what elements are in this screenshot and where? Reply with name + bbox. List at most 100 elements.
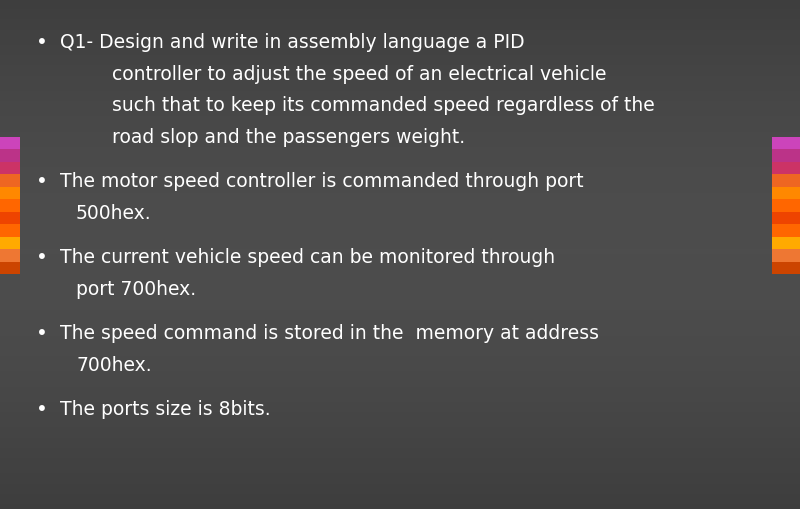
- Bar: [772, 150, 800, 162]
- Bar: [0, 310, 800, 316]
- Bar: [0, 15, 800, 20]
- Text: The speed command is stored in the  memory at address: The speed command is stored in the memor…: [60, 324, 599, 343]
- Bar: [0, 178, 800, 183]
- Bar: [0, 188, 800, 193]
- Bar: [772, 262, 800, 275]
- Bar: [0, 290, 800, 295]
- Bar: [0, 187, 20, 200]
- Bar: [0, 153, 800, 158]
- Bar: [0, 173, 800, 178]
- Bar: [0, 117, 800, 122]
- Bar: [0, 468, 800, 473]
- Bar: [0, 473, 800, 478]
- Bar: [0, 56, 800, 61]
- Bar: [0, 422, 800, 428]
- Bar: [0, 438, 800, 443]
- Bar: [0, 175, 20, 187]
- Text: such that to keep its commanded speed regardless of the: such that to keep its commanded speed re…: [76, 96, 654, 115]
- Text: •: •: [36, 400, 47, 418]
- Text: The current vehicle speed can be monitored through: The current vehicle speed can be monitor…: [60, 248, 555, 267]
- Bar: [0, 127, 800, 132]
- Bar: [0, 229, 800, 234]
- Bar: [0, 162, 20, 175]
- Text: Q1- Design and write in assembly language a PID: Q1- Design and write in assembly languag…: [60, 33, 525, 52]
- Bar: [0, 265, 800, 270]
- Bar: [0, 295, 800, 300]
- Bar: [0, 499, 800, 504]
- Bar: [0, 489, 800, 494]
- Bar: [0, 336, 800, 341]
- Bar: [0, 31, 800, 36]
- Bar: [0, 107, 800, 112]
- Bar: [0, 234, 800, 239]
- Bar: [772, 250, 800, 262]
- Bar: [0, 453, 800, 458]
- Bar: [0, 285, 800, 290]
- Bar: [0, 102, 800, 107]
- Bar: [0, 137, 20, 150]
- Bar: [0, 382, 800, 387]
- Bar: [0, 300, 800, 305]
- Bar: [0, 341, 800, 346]
- Bar: [0, 46, 800, 51]
- Bar: [772, 175, 800, 187]
- Bar: [0, 20, 800, 25]
- Bar: [772, 187, 800, 200]
- Bar: [0, 361, 800, 366]
- Text: port 700hex.: port 700hex.: [76, 279, 196, 298]
- Text: The ports size is 8bits.: The ports size is 8bits.: [60, 400, 270, 418]
- Bar: [0, 463, 800, 468]
- Bar: [0, 249, 800, 254]
- Bar: [0, 148, 800, 153]
- Bar: [772, 237, 800, 250]
- Bar: [0, 402, 800, 407]
- Bar: [0, 458, 800, 463]
- Bar: [0, 51, 800, 56]
- Bar: [0, 239, 800, 244]
- Bar: [0, 331, 800, 336]
- Bar: [0, 244, 800, 249]
- Bar: [0, 478, 800, 484]
- Bar: [772, 212, 800, 225]
- Bar: [0, 137, 800, 143]
- Bar: [0, 351, 800, 356]
- Bar: [0, 71, 800, 76]
- Bar: [0, 443, 800, 448]
- Bar: [0, 92, 800, 97]
- Bar: [0, 237, 20, 250]
- Bar: [0, 200, 20, 212]
- Bar: [772, 162, 800, 175]
- Text: •: •: [36, 324, 47, 343]
- Bar: [0, 504, 800, 509]
- Bar: [0, 387, 800, 392]
- Bar: [0, 158, 800, 163]
- Bar: [0, 397, 800, 402]
- Bar: [0, 143, 800, 148]
- Text: •: •: [36, 248, 47, 267]
- Bar: [0, 377, 800, 382]
- Bar: [0, 356, 800, 361]
- Bar: [0, 212, 20, 225]
- Bar: [0, 61, 800, 66]
- Bar: [0, 448, 800, 453]
- Bar: [0, 275, 800, 280]
- Bar: [0, 224, 800, 229]
- Bar: [0, 412, 800, 417]
- Bar: [0, 407, 800, 412]
- Bar: [0, 305, 800, 310]
- Bar: [0, 417, 800, 422]
- Bar: [0, 392, 800, 397]
- Bar: [0, 41, 800, 46]
- Bar: [0, 214, 800, 219]
- Bar: [0, 0, 800, 5]
- Bar: [0, 209, 800, 214]
- Bar: [0, 270, 800, 275]
- Bar: [0, 193, 800, 199]
- Bar: [0, 132, 800, 137]
- Bar: [0, 112, 800, 117]
- Bar: [0, 346, 800, 351]
- Bar: [0, 254, 800, 260]
- Bar: [0, 366, 800, 372]
- Bar: [0, 250, 20, 262]
- Bar: [0, 262, 20, 275]
